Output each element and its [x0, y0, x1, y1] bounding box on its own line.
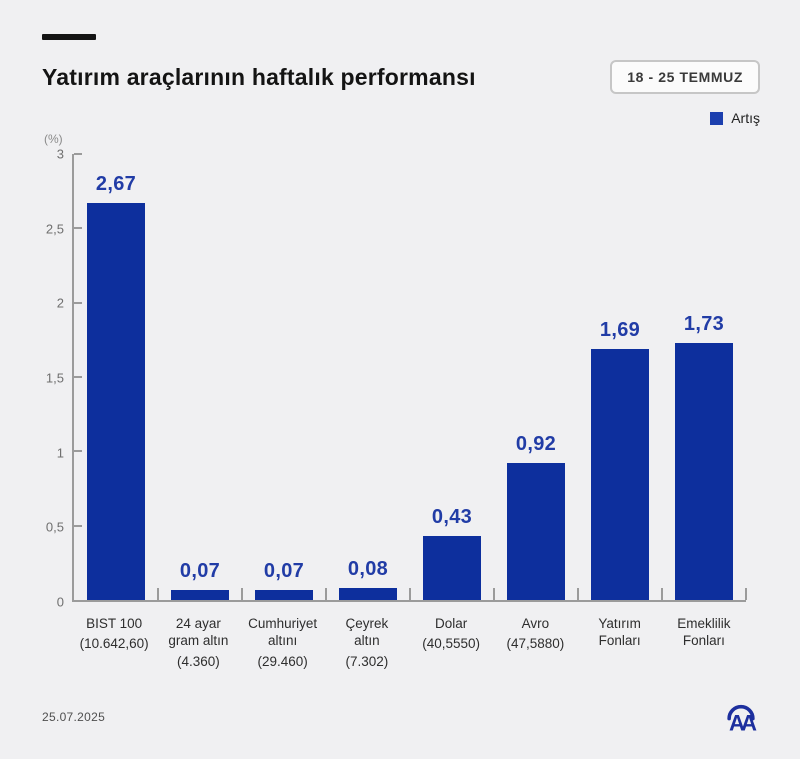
y-axis-tick: [74, 524, 82, 527]
x-axis: BIST 100 (10.642,60) 24 ayar gram altın (4.3…: [42, 602, 746, 670]
y-tick-label: 1: [56, 445, 64, 461]
x-axis-tick: [745, 588, 747, 600]
category-name-line: Fonları: [682, 633, 725, 649]
y-axis-unit-label: (%): [44, 132, 63, 146]
plot-area: 2,67 0,07 0,07 0,08 0,43 0,92 1,69 1,73: [72, 153, 747, 602]
x-axis-tick: [577, 588, 579, 600]
category-detail: (7.302): [345, 653, 389, 669]
legend-swatch-increase-icon: [710, 111, 724, 125]
bar-value-label: 2,67: [95, 173, 137, 196]
bar-chart: 0 0,5 1 1,5 2 2,5 3 2,67 0,07 0,07 0,08 0,43 0,92 1,…: [42, 147, 747, 610]
title-accent-dash: [42, 34, 96, 40]
footer: 25.07.2025 AA: [42, 698, 760, 736]
category-label: Dolar (40,5550): [409, 615, 493, 670]
y-axis-tick: [74, 450, 82, 453]
y-axis-tick: [74, 153, 82, 155]
x-axis-tick: [325, 588, 327, 600]
date-range-badge: 18 - 25 TEMMUZ: [610, 60, 760, 94]
bar-slot: 0,92: [494, 154, 579, 600]
category-detail: (47,5880): [506, 636, 565, 652]
y-tick-label: 1,5: [45, 370, 64, 386]
x-axis-tick: [157, 588, 159, 600]
bar-value-label: 0,92: [515, 433, 557, 456]
bar: [423, 536, 481, 600]
bar: [339, 588, 397, 600]
category-label: BIST 100 (10.642,60): [72, 615, 156, 670]
legend-label: Artış: [731, 110, 760, 126]
y-tick-label: 2: [56, 295, 64, 311]
category-label: Avro (47,5880): [493, 615, 577, 670]
category-label: Emeklilik Fonları: [662, 615, 746, 670]
category-name-line: Avro: [521, 616, 550, 631]
y-tick-label: 0: [56, 594, 64, 610]
category-name-line: altını: [267, 633, 298, 649]
page-title: Yatırım araçlarının haftalık performansı: [42, 63, 476, 90]
bar-slot: 1,69: [578, 154, 663, 600]
category-name-line: Yatırım: [598, 616, 641, 631]
category-name-line: altın: [354, 633, 380, 649]
category-name-line: BIST 100: [86, 616, 143, 631]
bar-slot: 0,07: [242, 154, 327, 600]
bar-value-label: 0,07: [263, 559, 305, 582]
y-tick-label: 2,5: [45, 221, 64, 237]
publication-date: 25.07.2025: [42, 709, 106, 724]
bar-slot: 0,07: [158, 154, 243, 600]
header: Yatırım araçlarının haftalık performansı…: [42, 60, 760, 94]
category-name-line: Cumhuriyet: [248, 616, 318, 631]
category-name-line: Dolar: [434, 616, 468, 631]
svg-text:AA: AA: [729, 710, 757, 735]
y-tick-label: 3: [56, 146, 64, 162]
x-axis-tick: [409, 588, 411, 600]
category-name-line: 24 ayar: [175, 616, 221, 631]
category-detail: (29.460): [257, 653, 308, 669]
bar-value-label: 0,07: [179, 559, 221, 582]
category-label: Yatırım Fonları: [578, 615, 662, 670]
category-name-line: gram altın: [168, 633, 229, 649]
bar: [171, 589, 229, 600]
y-axis-labels: 0 0,5 1 1,5 2 2,5 3: [42, 147, 72, 610]
category-label: Cumhuriyet altını (29.460): [241, 615, 325, 670]
y-tick-label: 0,5: [45, 519, 64, 535]
bar-slot: 0,43: [410, 154, 495, 600]
x-axis-tick: [493, 588, 495, 600]
category-name-line: Fonları: [598, 633, 641, 649]
bar-value-label: 1,69: [599, 318, 641, 341]
bar: [507, 463, 565, 600]
bar-slot: 1,73: [662, 154, 747, 600]
category-detail: (10.642,60): [79, 636, 149, 652]
category-name-line: Çeyrek: [345, 616, 389, 631]
category-label: 24 ayar gram altın (4.360): [156, 615, 240, 670]
bar: [591, 348, 649, 600]
anadolu-agency-logo-icon: AA: [727, 704, 760, 735]
bar: [675, 342, 733, 600]
x-axis-spacer: [42, 602, 72, 670]
x-axis-tick: [241, 588, 243, 600]
legend: Artış: [42, 110, 760, 126]
bar-value-label: 0,43: [431, 506, 473, 529]
category-name-line: Emeklilik: [677, 616, 731, 631]
x-axis-tick: [661, 588, 663, 600]
category-detail: (40,5550): [422, 636, 481, 652]
bar-value-label: 0,08: [347, 558, 389, 581]
y-axis-tick: [74, 301, 82, 304]
y-axis-tick: [74, 227, 82, 230]
category-detail: (4.360): [176, 653, 220, 669]
bar: [87, 203, 145, 600]
bar-slot: 0,08: [326, 154, 411, 600]
y-axis-tick: [74, 376, 82, 378]
bar-slot: 2,67: [74, 154, 159, 600]
bar: [255, 589, 313, 600]
category-label: Çeyrek altın (7.302): [325, 615, 409, 670]
category-labels: BIST 100 (10.642,60) 24 ayar gram altın (4.3…: [72, 615, 746, 670]
bar-value-label: 1,73: [683, 312, 725, 335]
